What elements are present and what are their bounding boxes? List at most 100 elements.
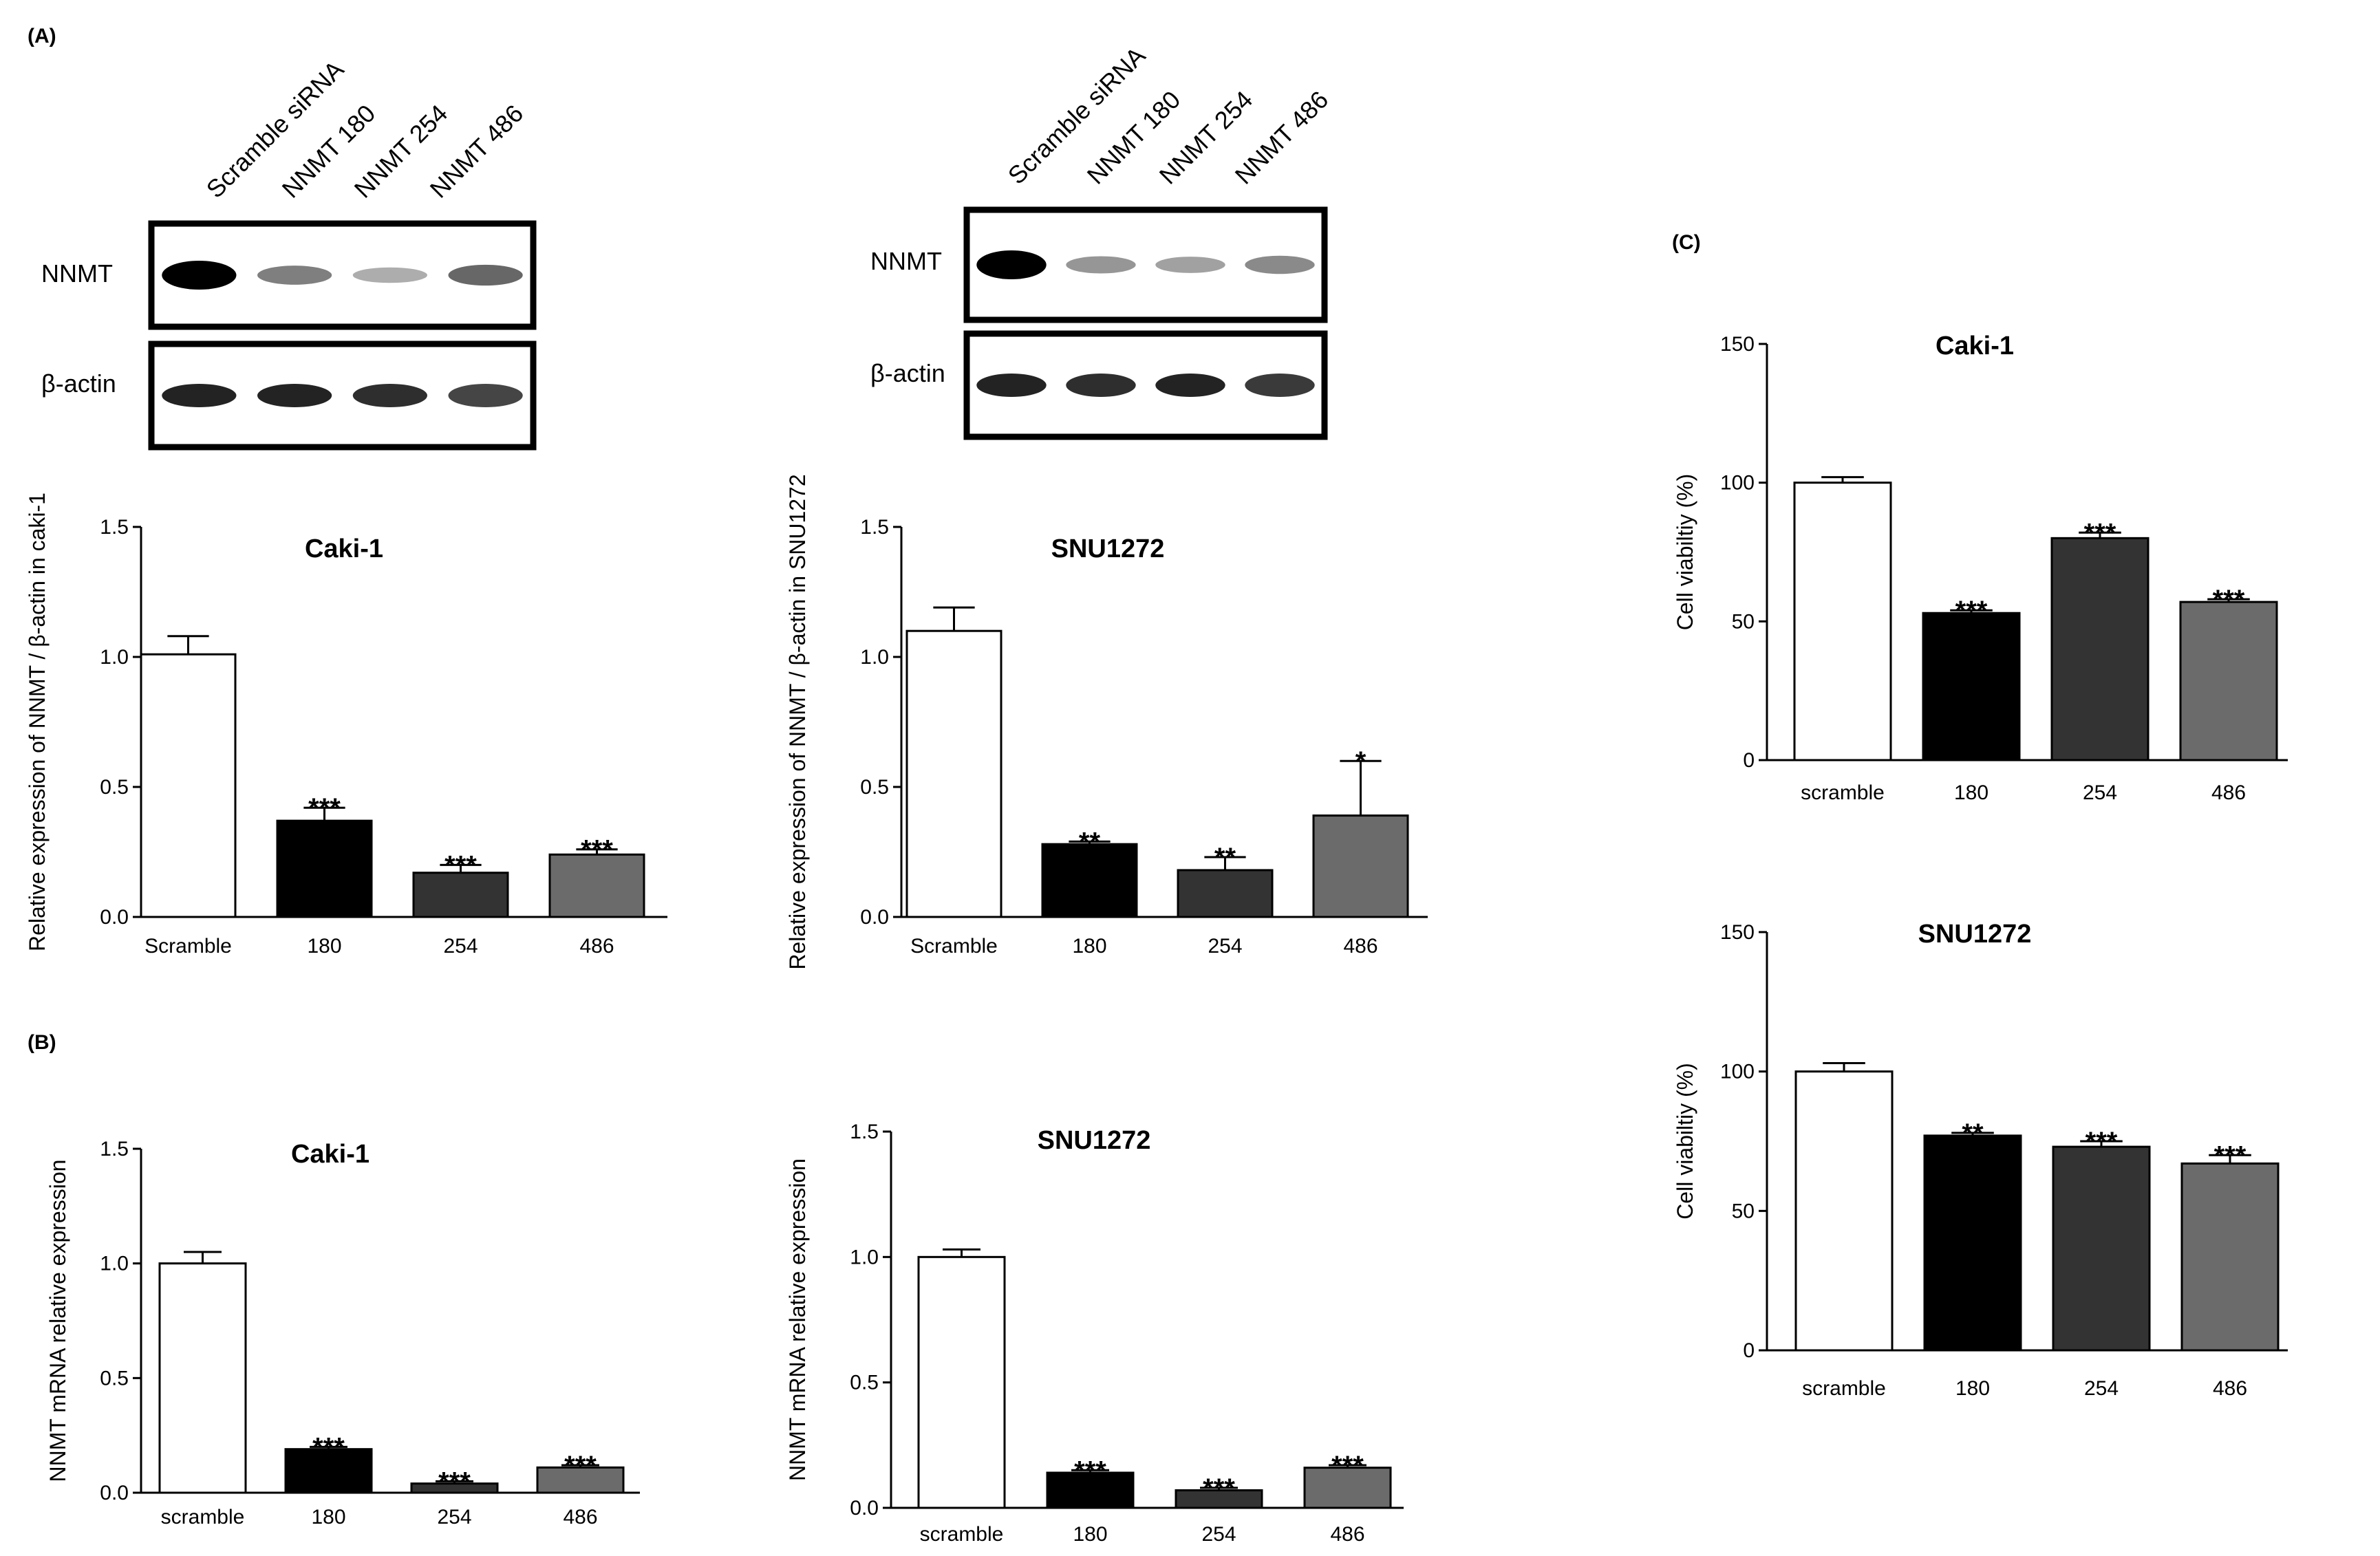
bar bbox=[1922, 612, 2021, 761]
blot-band-nnmt bbox=[352, 267, 427, 283]
bar bbox=[1312, 814, 1409, 918]
y-axis-label: Relative expression of NNMT / β-actin in… bbox=[25, 493, 50, 951]
blot-row-label-nnmt: NNMT bbox=[41, 259, 113, 288]
x-tick-label: 254 bbox=[1201, 1523, 1236, 1546]
blot-row-label-actin: β-actin bbox=[870, 359, 945, 387]
y-axis-label: Cell viabiltiy (%) bbox=[1673, 1063, 1697, 1220]
x-tick-label: 180 bbox=[311, 1506, 345, 1528]
blot-band-nnmt bbox=[1155, 257, 1225, 273]
bar bbox=[548, 853, 645, 918]
y-tick-label: 50 bbox=[1732, 1200, 1755, 1222]
y-tick-label: 150 bbox=[1720, 333, 1755, 356]
bar-chart-c-caki1: 0 50 100 150 Caki-1 Cell viabiltiy (%) scrambl… bbox=[1673, 332, 2288, 804]
y-tick-label: 1.5 bbox=[850, 1121, 879, 1143]
x-tick-label: 486 bbox=[1330, 1523, 1364, 1546]
significance-marker: *** bbox=[2213, 585, 2245, 615]
bar bbox=[2050, 537, 2149, 761]
blot-band-nnmt bbox=[257, 266, 332, 285]
blot-band-actin bbox=[1245, 374, 1315, 397]
x-tick-label: 486 bbox=[563, 1506, 597, 1528]
y-tick-label: 0.0 bbox=[860, 906, 889, 929]
blot-band-nnmt bbox=[976, 250, 1047, 279]
significance-marker: *** bbox=[1074, 1456, 1106, 1486]
significance-marker: ** bbox=[1962, 1119, 1984, 1149]
blot-band-actin bbox=[257, 384, 332, 407]
panel-label-c: (C) bbox=[1672, 231, 1701, 254]
blot-band-actin bbox=[1155, 374, 1225, 397]
chart-title: SNU1272 bbox=[1038, 1126, 1151, 1155]
bar-chart-b-snu1272: 0.0 0.5 1.0 1.5 SNU1272 NNMT mRNA relative ex… bbox=[785, 1121, 1404, 1546]
y-tick-label: 100 bbox=[1720, 1061, 1755, 1083]
blot-band-actin bbox=[352, 384, 427, 407]
x-tick-label: 180 bbox=[307, 935, 341, 958]
x-tick-label: 486 bbox=[2213, 1377, 2247, 1400]
bar-chart-b-caki1: 0.0 0.5 1.0 1.5 Caki-1 NNMT mRNA relative exp… bbox=[45, 1138, 640, 1528]
blot-band-nnmt bbox=[1066, 256, 1136, 274]
y-tick-label: 1.5 bbox=[100, 1138, 129, 1160]
panel-label-a: (A) bbox=[28, 25, 56, 47]
bar bbox=[1794, 1070, 1894, 1352]
x-tick-label: 254 bbox=[2084, 1377, 2119, 1400]
x-tick-label: 180 bbox=[1073, 1523, 1107, 1546]
blot-band-nnmt bbox=[162, 261, 237, 290]
bar-chart-a-caki1: 0.0 0.5 1.0 1.5 Caki-1 Relative expression of… bbox=[25, 493, 667, 958]
y-tick-label: 0.0 bbox=[100, 906, 129, 929]
x-tick-label: scramble bbox=[1801, 781, 1885, 804]
blot-band-actin bbox=[162, 384, 237, 407]
blot-row-label-nnmt: NNMT bbox=[870, 247, 942, 275]
chart-title: Caki-1 bbox=[305, 534, 383, 563]
significance-marker: *** bbox=[564, 1451, 597, 1481]
x-tick-label: 486 bbox=[2211, 781, 2246, 804]
y-tick-label: 0.5 bbox=[100, 776, 129, 799]
y-tick-label: 1.0 bbox=[100, 646, 129, 669]
chart-title: Caki-1 bbox=[1936, 332, 2014, 360]
blot-band-actin bbox=[1066, 374, 1136, 397]
significance-marker: *** bbox=[444, 850, 477, 880]
bar bbox=[276, 819, 373, 918]
y-tick-label: 0.5 bbox=[860, 776, 889, 799]
x-tick-label: scramble bbox=[920, 1523, 1004, 1546]
bar bbox=[140, 653, 237, 918]
x-tick-label: 180 bbox=[1955, 1377, 1990, 1400]
x-tick-label: 254 bbox=[437, 1506, 471, 1528]
y-tick-label: 0.0 bbox=[850, 1497, 879, 1520]
y-axis-label: NNMT mRNA relative expression bbox=[45, 1160, 70, 1482]
x-tick-label: 254 bbox=[443, 935, 478, 958]
x-tick-label: 180 bbox=[1954, 781, 1988, 804]
x-tick-label: 254 bbox=[2083, 781, 2117, 804]
x-tick-label: 486 bbox=[1343, 935, 1377, 958]
significance-marker: * bbox=[1355, 746, 1366, 777]
x-tick-label: 254 bbox=[1208, 935, 1242, 958]
bar bbox=[2180, 1162, 2280, 1352]
y-tick-label: 0 bbox=[1743, 1339, 1755, 1362]
y-tick-label: 1.0 bbox=[860, 646, 889, 669]
bar bbox=[905, 629, 1003, 918]
chart-title: Caki-1 bbox=[291, 1140, 369, 1169]
bar bbox=[1793, 482, 1892, 761]
blot-band-actin bbox=[448, 384, 523, 407]
bar bbox=[1046, 1471, 1135, 1509]
y-axis-label: Relative expression of NNMT / β-actin in… bbox=[785, 474, 810, 969]
significance-marker: *** bbox=[581, 835, 613, 865]
y-tick-label: 0 bbox=[1743, 749, 1755, 772]
significance-marker: *** bbox=[2084, 518, 2116, 548]
significance-marker: *** bbox=[2214, 1141, 2247, 1171]
y-tick-label: 1.5 bbox=[860, 516, 889, 539]
y-tick-label: 0.5 bbox=[100, 1367, 129, 1390]
y-tick-label: 100 bbox=[1720, 472, 1755, 495]
significance-marker: *** bbox=[438, 1467, 471, 1497]
significance-marker: *** bbox=[1203, 1473, 1235, 1504]
bar bbox=[2179, 601, 2278, 761]
x-tick-label: 180 bbox=[1072, 935, 1106, 958]
y-tick-label: 1.0 bbox=[100, 1253, 129, 1275]
significance-marker: ** bbox=[1214, 843, 1236, 873]
bar bbox=[158, 1262, 247, 1494]
bar bbox=[1175, 1489, 1263, 1509]
chart-title: SNU1272 bbox=[1918, 920, 2032, 949]
lane-label: Scramble siRNA bbox=[201, 55, 350, 204]
x-tick-label: Scramble bbox=[910, 935, 998, 958]
chart-title: SNU1272 bbox=[1051, 534, 1165, 563]
bar bbox=[412, 872, 509, 918]
y-tick-label: 1.5 bbox=[100, 516, 129, 539]
